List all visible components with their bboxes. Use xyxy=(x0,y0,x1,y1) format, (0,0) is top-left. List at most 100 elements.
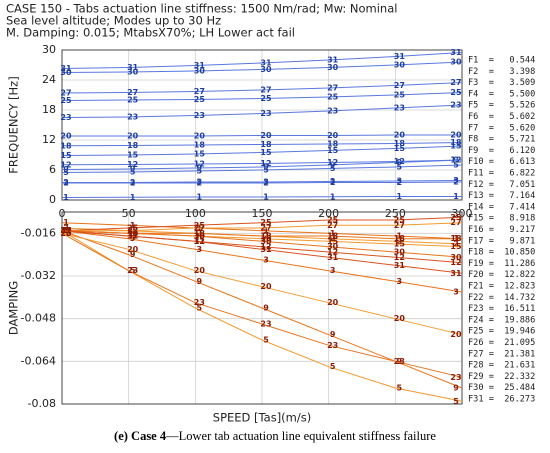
mode-label: 27 xyxy=(327,221,338,230)
mode-frequency: F8 = 5.721 xyxy=(468,135,535,145)
y-axis-title: FREQUENCY [Hz] xyxy=(7,76,21,173)
mode-label: 23 xyxy=(327,341,338,350)
mode-label: 20 xyxy=(60,229,72,238)
mode-line xyxy=(61,142,463,147)
mode-label: 30 xyxy=(260,237,272,246)
mode-line xyxy=(61,104,463,118)
mode-label: 5 xyxy=(397,163,403,172)
mode-label: 31 xyxy=(394,52,406,61)
mode-label: 2 xyxy=(330,178,336,187)
mode-label: 31 xyxy=(327,56,339,65)
mode-label: 9 xyxy=(263,304,269,313)
mode-label: 25 xyxy=(394,91,406,100)
mode-label: 25 xyxy=(260,218,272,227)
mode-label: 27 xyxy=(127,88,138,97)
mode-label: 25 xyxy=(127,96,139,105)
mode-label: 30 xyxy=(194,232,206,241)
mode-label: 27 xyxy=(450,218,461,227)
mode-label: 5 xyxy=(453,397,459,406)
mode-label: 1 xyxy=(130,193,136,202)
mode-label: 1 xyxy=(397,232,403,241)
mode-label: 12 xyxy=(260,159,271,168)
y-tick-label: 0 xyxy=(49,193,56,206)
mode-label: 9 xyxy=(263,163,269,172)
y-tick-label: 12 xyxy=(42,133,56,146)
mode-frequency: F26 = 21.095 xyxy=(468,338,535,348)
mode-line xyxy=(61,232,463,378)
mode-label: 9 xyxy=(63,165,69,174)
mode-label: 15 xyxy=(394,144,406,153)
y-tick-label: -0.016 xyxy=(21,226,56,239)
mode-frequency: F5 = 5.526 xyxy=(468,101,535,111)
mode-label: 1 xyxy=(330,229,336,238)
mode-line xyxy=(61,52,463,69)
title-line: M. Damping: 0.015; MtabsX70%; LH Lower a… xyxy=(6,26,295,40)
mode-label: 30 xyxy=(450,253,462,262)
mode-label: 9 xyxy=(397,357,403,366)
mode-label: 15 xyxy=(327,237,339,246)
mode-line xyxy=(61,61,463,73)
mode-label: 20 xyxy=(127,132,139,141)
y-tick-label: 6 xyxy=(49,163,56,176)
y-axis-title: DAMPING xyxy=(7,281,21,335)
mode-line xyxy=(61,92,463,101)
mode-label: 1 xyxy=(63,218,69,227)
mode-label: 31 xyxy=(194,61,206,70)
mode-line xyxy=(62,134,462,137)
mode-label: 15 xyxy=(260,234,272,243)
mode-label: 1 xyxy=(397,192,403,201)
mode-frequency: F14 = 7.414 xyxy=(468,202,535,212)
mode-label: 20 xyxy=(327,298,339,307)
mode-label: 5 xyxy=(263,166,269,175)
mode-label: 25 xyxy=(194,95,206,104)
mode-frequency: F27 = 21.381 xyxy=(468,349,535,359)
mode-label: 20 xyxy=(260,131,272,140)
mode-label: 20 xyxy=(394,314,406,323)
y-tick-label: 30 xyxy=(42,43,56,56)
mode-frequency: F1 = 0.544 xyxy=(468,56,535,66)
mode-line xyxy=(61,82,463,94)
mode-label: 5 xyxy=(197,304,203,313)
mode-label: 9 xyxy=(130,165,136,174)
mode-label: 3 xyxy=(397,277,403,286)
mode-label: 12 xyxy=(450,156,461,165)
mode-frequency: F20 = 12.822 xyxy=(468,270,535,280)
mode-label: 2 xyxy=(63,224,69,233)
mode-label: 15 xyxy=(394,240,406,249)
mode-frequency: F12 = 7.051 xyxy=(468,180,535,190)
mode-frequency: F2 = 3.398 xyxy=(468,67,535,77)
mode-label: 20 xyxy=(194,132,206,141)
mode-label: 9 xyxy=(397,158,403,167)
mode-label: 20 xyxy=(450,330,462,339)
mode-label: 12 xyxy=(394,157,405,166)
mode-label: 31 xyxy=(394,261,406,270)
mode-label: 2 xyxy=(197,179,203,188)
y-tick-label: 18 xyxy=(42,103,56,116)
mode-label: 27 xyxy=(60,89,71,98)
mode-line xyxy=(61,145,463,156)
mode-frequency: F19 = 11.286 xyxy=(468,259,535,269)
mode-label: 31 xyxy=(60,226,72,235)
mode-label: 1 xyxy=(263,226,269,235)
mode-label: 9 xyxy=(330,330,336,339)
mode-label: 23 xyxy=(194,111,205,120)
mode-frequency: F3 = 3.509 xyxy=(468,78,535,88)
mode-label: 18 xyxy=(327,232,339,241)
mode-frequency: F30 = 25.484 xyxy=(468,383,535,393)
mode-label: 5 xyxy=(330,164,336,173)
mode-label: 9 xyxy=(197,164,203,173)
mode-label: 15 xyxy=(127,151,139,160)
mode-line xyxy=(61,159,463,166)
x-tick-label: 150 xyxy=(252,207,273,220)
mode-label: 3 xyxy=(330,177,336,186)
mode-label: 12 xyxy=(260,242,271,251)
mode-label: 3 xyxy=(197,178,203,187)
mode-label: 20 xyxy=(127,245,139,254)
mode-label: 25 xyxy=(60,96,72,105)
mode-frequency: F23 = 16.511 xyxy=(468,304,535,314)
mode-label: 18 xyxy=(327,140,339,149)
mode-label: 20 xyxy=(194,266,206,275)
mode-label: 2 xyxy=(397,178,403,187)
mode-line xyxy=(61,230,463,293)
